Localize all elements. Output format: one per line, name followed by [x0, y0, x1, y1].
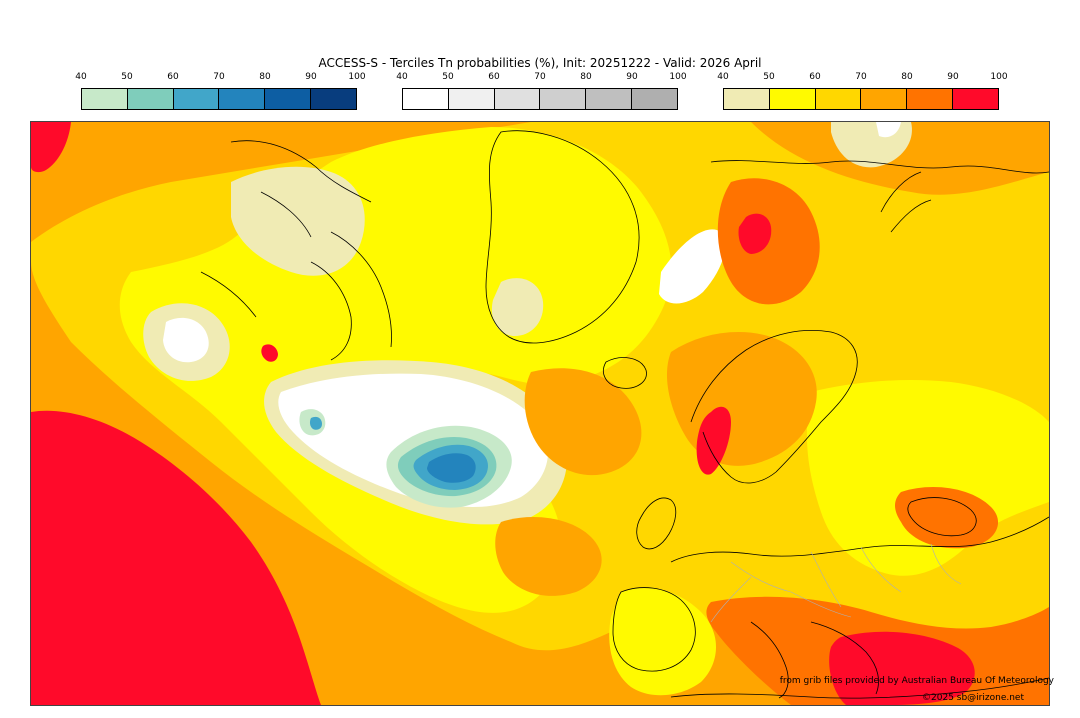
coastlines [200, 130, 1049, 699]
colorbar-tick: 50 [121, 72, 133, 82]
colorbar-bar [402, 88, 678, 110]
region-blue-deep [427, 453, 476, 483]
colorbar-swatch [82, 89, 128, 109]
colorbar-near-normal: 40 50 60 70 80 90 100 [396, 72, 687, 114]
border-line [710, 543, 962, 623]
colorbar-swatch [861, 89, 908, 109]
colorbar-swatch [448, 89, 495, 109]
region-red-med [829, 631, 975, 705]
coastline-uk [636, 497, 677, 550]
colorbar-tick: 100 [990, 72, 1008, 82]
colorbar-tick: 60 [488, 72, 500, 82]
coastline-iceland [603, 357, 647, 389]
colorbar-swatch [769, 89, 816, 109]
colorbar-swatch [127, 89, 174, 109]
region-blue-small-core [309, 416, 322, 430]
copyright-notice: ©2025 sb@irizone.net [922, 693, 1024, 703]
map-frame [30, 121, 1050, 706]
colorbar-swatch [724, 89, 770, 109]
region-pale-greenland [491, 278, 544, 337]
coastline-novaya-zemlya [880, 171, 932, 233]
colorbar-tick: 40 [75, 72, 87, 82]
colorbar-tick: 80 [580, 72, 592, 82]
coastline-hudson [310, 261, 352, 361]
region-white-greenland-east [659, 229, 725, 304]
colorbar-swatch [494, 89, 541, 109]
colorbar-swatch [953, 89, 998, 109]
country-borders [710, 543, 962, 623]
coastline-europe-main [670, 516, 1049, 563]
region-white-svalbard [876, 122, 901, 138]
colorbar-swatch [265, 89, 312, 109]
colorbar-swatch [586, 89, 633, 109]
coastline-greenland [485, 130, 640, 344]
coastline-north-africa [670, 677, 1049, 699]
colorbar-tick: 70 [213, 72, 225, 82]
coastline-scandinavia [690, 330, 858, 484]
colorbar-bar [81, 88, 357, 110]
colorbar-tick: 90 [947, 72, 959, 82]
coastline-black-sea [907, 497, 977, 537]
probability-map [31, 122, 1049, 705]
region-red-west-atlantic [31, 410, 321, 705]
colorbar-swatch [907, 89, 954, 109]
colorbar-swatch [311, 89, 356, 109]
region-orange-atlantic [524, 368, 642, 476]
coastline-italy [750, 621, 789, 699]
region-orange-black-sea [895, 487, 999, 549]
colorbar-tick: 50 [442, 72, 454, 82]
colorbar-tick: 60 [809, 72, 821, 82]
colorbar-tick: 60 [167, 72, 179, 82]
colorbar-ticks: 40 50 60 70 80 90 100 [396, 72, 686, 84]
colorbar-swatch [815, 89, 862, 109]
colorbar-tick: 90 [305, 72, 317, 82]
coastline-russia-north [710, 160, 1049, 174]
colorbar-tick: 40 [717, 72, 729, 82]
region-red-labrador-sea [261, 344, 278, 362]
data-credit: from grib files provided by Australian B… [779, 676, 1054, 686]
colorbar-tick: 90 [626, 72, 638, 82]
colorbar-swatch [403, 89, 449, 109]
region-orange-iberia-sea [495, 517, 602, 596]
colorbar-tick: 50 [763, 72, 775, 82]
colorbar-tick: 80 [901, 72, 913, 82]
colorbar-bar [723, 88, 999, 110]
colorbar-above-normal: 40 50 60 70 80 90 100 [717, 72, 1008, 114]
region-red-northwest [31, 122, 71, 173]
colorbar-ticks: 40 50 60 70 80 90 100 [75, 72, 365, 84]
colorbar-tick: 70 [534, 72, 546, 82]
region-red-russia [738, 213, 772, 254]
colorbar-tick: 40 [396, 72, 408, 82]
chart-title: ACCESS-S - Terciles Tn probabilities (%)… [318, 56, 762, 70]
region-red-norway [696, 406, 731, 475]
colorbar-tick: 70 [855, 72, 867, 82]
colorbar-tick: 80 [259, 72, 271, 82]
colorbar-swatch [219, 89, 266, 109]
colorbar-tick: 100 [348, 72, 366, 82]
coastline-iberia [612, 587, 696, 672]
colorbar-swatch [540, 89, 587, 109]
coastline-canada-arctic [200, 140, 392, 348]
region-white-labrador [163, 317, 209, 363]
colorbar-below-normal: 40 50 60 70 80 90 100 [75, 72, 366, 114]
colorbar-tick: 100 [669, 72, 687, 82]
colorbar-ticks: 40 50 60 70 80 90 100 [717, 72, 1007, 84]
colorbar-swatch [632, 89, 677, 109]
coastline-balkans [810, 621, 879, 695]
colorbar-swatch [173, 89, 220, 109]
